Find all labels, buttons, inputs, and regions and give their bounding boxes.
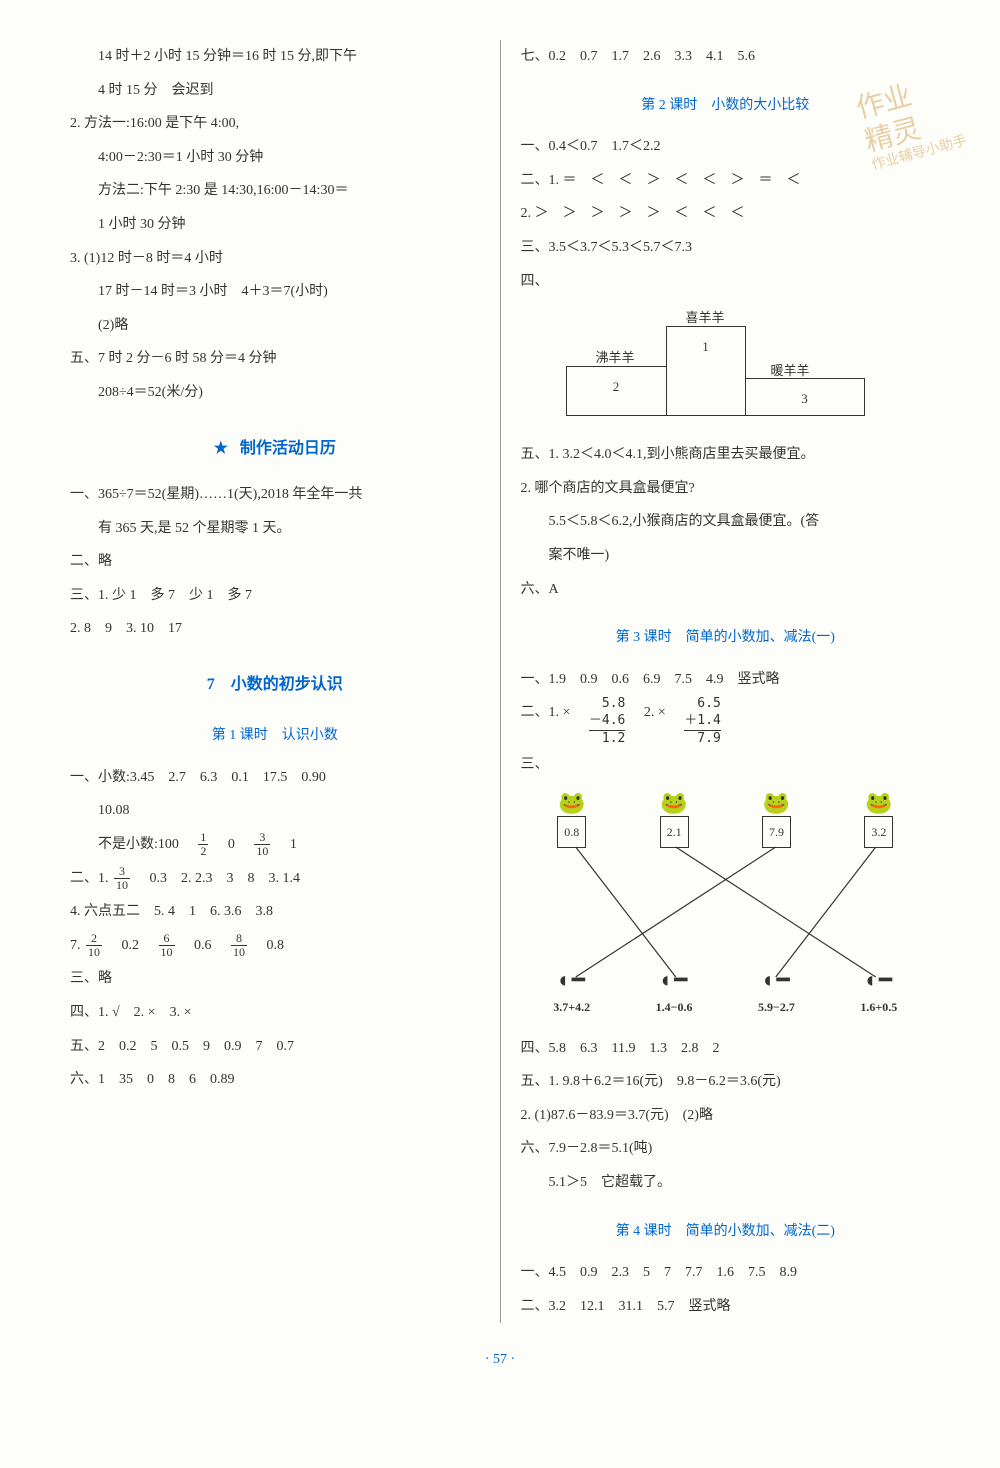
text-line: 4:00－2:30＝1 小时 30 分钟	[70, 141, 480, 175]
text-line: 四、1. √ 2. × 3. ×	[70, 996, 480, 1030]
text-line: 五、7 时 2 分－6 时 58 分＝4 分钟	[70, 342, 480, 376]
text-line: 五、1. 9.8＋6.2＝16(元) 9.8－6.2＝3.6(元)	[521, 1065, 931, 1099]
text-line: 六、A	[521, 573, 931, 607]
text-line: 二、略	[70, 545, 480, 579]
text-line: 方法二:下午 2:30 是 14:30,16:00－14:30＝	[70, 174, 480, 208]
text-line: 一、0.4＜0.7 1.7＜2.2	[521, 130, 931, 164]
text-span: 二、1.	[70, 871, 112, 886]
fraction: 810	[231, 932, 247, 959]
text-span: 0.2	[108, 938, 154, 953]
tadpole-icon: ◐━	[860, 969, 897, 991]
fraction: 310	[114, 865, 130, 892]
text-line: 2. (1)87.6－83.9＝3.7(元) (2)略	[521, 1099, 931, 1133]
text-line: 208÷4＝52(米/分)	[70, 376, 480, 410]
text-line: 2. 方法一:16:00 是下午 4:00,	[70, 107, 480, 141]
left-column: 14 时＋2 小时 15 分钟＝16 时 15 分,即下午 4 时 15 分 会…	[50, 40, 501, 1323]
text-span: 2. ×	[644, 705, 666, 720]
text-line: 案不唯一)	[521, 539, 931, 573]
fraction: 310	[254, 831, 270, 858]
text-line: 5.5＜5.8＜6.2,小猴商店的文具盒最便宜。(答	[521, 505, 931, 539]
text-line: 10.08	[70, 794, 480, 828]
page-number: · 57 ·	[50, 1343, 950, 1377]
text-line: 一、小数:3.45 2.7 6.3 0.1 17.5 0.90	[70, 761, 480, 795]
text-line: 3. (1)12 时－8 时＝4 小时	[70, 242, 480, 276]
text-line: 一、365÷7＝52(星期)……1(天),2018 年全年一共	[70, 478, 480, 512]
text-line: 六、1 35 0 8 6 0.89	[70, 1063, 480, 1097]
text-line: (2)略	[70, 309, 480, 343]
text-line: 一、4.5 0.9 2.3 5 7 7.7 1.6 7.5 8.9	[521, 1256, 931, 1290]
section-title-decimals: 7 小数的初步认识	[70, 666, 480, 704]
text-line: 三、	[521, 748, 931, 782]
text-line: 2. 8 9 3. 10 17	[70, 612, 480, 646]
text-line: 三、略	[70, 962, 480, 996]
text-span: 0.6	[180, 938, 226, 953]
text-span: 不是小数:100	[98, 837, 193, 852]
lesson-title-4: 第 4 课时 简单的小数加、减法(二)	[521, 1215, 931, 1249]
tadpole-row: ◐━3.7+4.2 ◐━1.4−0.6 ◐━5.9−2.7 ◐━1.6+0.5	[521, 969, 931, 1022]
podium-step-3: 3	[745, 378, 865, 416]
text-span: 0.8	[253, 938, 285, 953]
tadpole-item: ◐━5.9−2.7	[758, 969, 795, 1022]
vertical-calc-1: 5.8 －4.6 1.2	[589, 696, 625, 748]
text-line: 七、0.2 0.7 1.7 2.6 3.3 4.1 5.6	[521, 40, 931, 74]
right-column: 七、0.2 0.7 1.7 2.6 3.3 4.1 5.6 第 2 课时 小数的…	[501, 40, 951, 1323]
text-line: 二、1. ＝ ＜ ＜ ＞ ＜ ＜ ＞ ＝ ＜	[521, 164, 931, 198]
tadpole-item: ◐━3.7+4.2	[553, 969, 590, 1022]
text-line: 不是小数:100 12 0 310 1	[70, 828, 480, 862]
tadpole-icon: ◐━	[553, 969, 590, 991]
text-line: 7. 210 0.2 610 0.6 810 0.8	[70, 929, 480, 963]
lesson-title-3: 第 3 课时 简单的小数加、减法(一)	[521, 621, 931, 655]
text-span: 7.	[70, 938, 84, 953]
text-line: 14 时＋2 小时 15 分钟＝16 时 15 分,即下午	[70, 40, 480, 74]
text-line: 四、5.8 6.3 11.9 1.3 2.8 2	[521, 1032, 931, 1066]
text-line: 二、1. 310 0.3 2. 2.3 3 8 3. 1.4	[70, 862, 480, 896]
text-line: 一、1.9 0.9 0.6 6.9 7.5 4.9 竖式略	[521, 663, 931, 697]
podium-step-1: 1	[666, 326, 746, 416]
text-line: 有 365 天,是 52 个星期零 1 天。	[70, 512, 480, 546]
text-line: 二、3.2 12.1 31.1 5.7 竖式略	[521, 1290, 931, 1324]
text-line: 六、7.9－2.8＝5.1(吨)	[521, 1132, 931, 1166]
text-line: 4 时 15 分 会迟到	[70, 74, 480, 108]
text-line: 三、3.5＜3.7＜5.3＜5.7＜7.3	[521, 231, 931, 265]
text-span: 0.3 2. 2.3 3 8 3. 1.4	[136, 871, 301, 886]
text-line: 2. ＞ ＞ ＞ ＞ ＞ ＜ ＜ ＜	[521, 197, 931, 231]
tadpole-item: ◐━1.6+0.5	[860, 969, 897, 1022]
matching-diagram: 🐸0.8 🐸2.1 🐸7.9 🐸3.2 ◐━3.7+4.2 ◐━1.4−0.6 …	[521, 792, 931, 1022]
fraction: 12	[198, 831, 208, 858]
text-line: 1 小时 30 分钟	[70, 208, 480, 242]
text-span: 0	[214, 837, 249, 852]
lesson-title-2: 第 2 课时 小数的大小比较	[521, 89, 931, 123]
text-line: 5.1＞5 它超载了。	[521, 1166, 931, 1200]
lesson-title-1: 第 1 课时 认识小数	[70, 719, 480, 753]
text-line: 2. 哪个商店的文具盒最便宜?	[521, 472, 931, 506]
text-line: 五、2 0.2 5 0.5 9 0.9 7 0.7	[70, 1030, 480, 1064]
text-line: 二、1. × 5.8 －4.6 1.2 2. × 6.5 ＋1.4 7.9	[521, 696, 931, 748]
text-line: 三、1. 少 1 多 7 少 1 多 7	[70, 579, 480, 613]
fraction: 210	[86, 932, 102, 959]
section-title-calendar: 制作活动日历	[70, 430, 480, 468]
text-line: 17 时－14 时＝3 小时 4＋3＝7(小时)	[70, 275, 480, 309]
text-span: 1	[276, 837, 297, 852]
two-column-layout: 14 时＋2 小时 15 分钟＝16 时 15 分,即下午 4 时 15 分 会…	[50, 40, 950, 1323]
text-line: 4. 六点五二 5. 4 1 6. 3.6 3.8	[70, 895, 480, 929]
podium-step-2: 2	[566, 366, 667, 416]
text-span: 二、1. ×	[521, 705, 571, 720]
text-line: 五、1. 3.2＜4.0＜4.1,到小熊商店里去买最便宜。	[521, 438, 931, 472]
tadpole-icon: ◐━	[656, 969, 693, 991]
fraction: 610	[159, 932, 175, 959]
podium-diagram: 喜羊羊 1 沸羊羊 2 暖羊羊 3	[551, 308, 881, 428]
tadpole-item: ◐━1.4−0.6	[656, 969, 693, 1022]
vertical-calc-2: 6.5 ＋1.4 7.9	[684, 696, 720, 748]
text-line: 四、	[521, 265, 931, 299]
tadpole-icon: ◐━	[758, 969, 795, 991]
